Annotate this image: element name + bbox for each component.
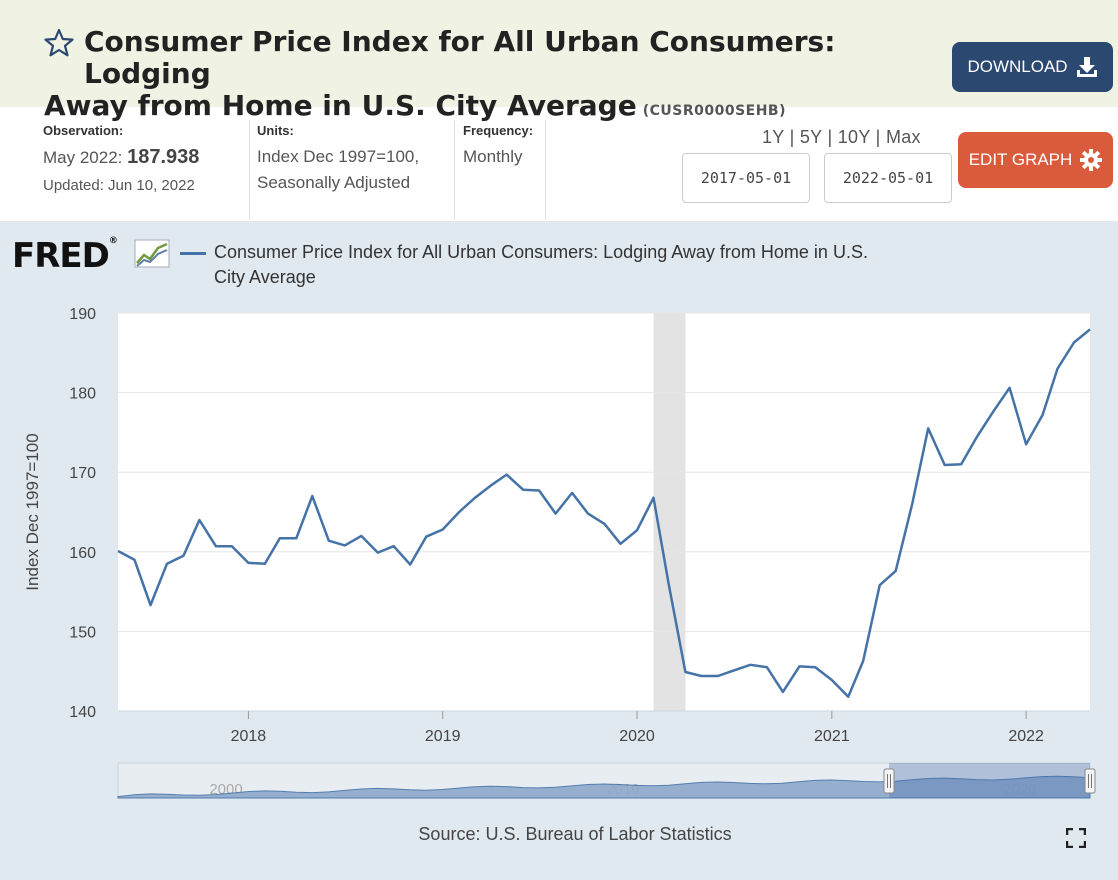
y-tick-label: 170 xyxy=(69,465,96,482)
units-line-1: Index Dec 1997=100, xyxy=(257,147,420,166)
units-label: Units: xyxy=(257,123,294,138)
end-date-input[interactable]: 2022-05-01 xyxy=(824,153,952,203)
y-tick-label: 160 xyxy=(69,545,96,562)
units-line-2: Seasonally Adjusted xyxy=(257,173,411,192)
frequency-block: Frequency: Monthly xyxy=(463,122,533,170)
divider xyxy=(545,120,546,220)
navigator-handle[interactable] xyxy=(1084,768,1096,794)
observation-block: Observation: May 2022: 187.938 Updated: … xyxy=(43,122,199,199)
divider xyxy=(249,120,250,220)
y-tick-label: 190 xyxy=(69,306,96,323)
title-line-1: Consumer Price Index for All Urban Consu… xyxy=(84,25,836,90)
fullscreen-icon[interactable] xyxy=(1066,828,1086,848)
gear-icon xyxy=(1080,149,1103,171)
download-button[interactable]: DOWNLOAD xyxy=(952,42,1113,92)
range-max[interactable]: Max xyxy=(885,127,921,147)
y-tick-label: 150 xyxy=(69,624,96,641)
x-tick-label: 2020 xyxy=(619,728,655,745)
source-note: Source: U.S. Bureau of Labor Statistics xyxy=(418,824,732,844)
y-axis-title: Index Dec 1997=100 xyxy=(23,433,42,590)
legend-label[interactable]: Consumer Price Index for All Urban Consu… xyxy=(214,240,914,290)
download-label: DOWNLOAD xyxy=(967,57,1068,76)
observation-label: Observation: xyxy=(43,123,124,138)
navigator-area xyxy=(117,775,1091,799)
range-links: 1Y | 5Y | 10Y | Max xyxy=(762,127,921,147)
navigator-handle[interactable] xyxy=(883,768,895,794)
x-tick-label: 2018 xyxy=(231,728,267,745)
series-id: (CUSR0000SEHB) xyxy=(642,103,787,119)
series-line xyxy=(117,328,1091,698)
plot-area xyxy=(118,313,1090,711)
title-line-2: Away from Home in U.S. City Average xyxy=(44,89,637,122)
units-block: Units: Index Dec 1997=100, Seasonally Ad… xyxy=(257,122,419,196)
header-bar xyxy=(0,0,1118,107)
divider xyxy=(454,120,455,220)
observation-value: 187.938 xyxy=(127,146,200,168)
x-tick-label: 2022 xyxy=(1008,728,1044,745)
edit-graph-label: EDIT GRAPH xyxy=(968,150,1073,169)
fred-logo: FRED® xyxy=(12,236,118,276)
x-tick-label: 2019 xyxy=(425,728,461,745)
edit-graph-button[interactable]: EDIT GRAPH xyxy=(958,132,1113,188)
y-tick-label: 140 xyxy=(69,704,96,721)
start-date-input[interactable]: 2017-05-01 xyxy=(682,153,810,203)
frequency-value: Monthly xyxy=(463,147,523,166)
x-tick-label: 2021 xyxy=(814,728,850,745)
range-5y[interactable]: 5Y xyxy=(799,127,823,147)
line-chart[interactable]: 140 150 160 170 180 190 2018 2019 2020 2021 2022 In… xyxy=(0,221,1118,821)
range-10y[interactable]: 10Y xyxy=(837,127,871,147)
fred-logo-text: FRED xyxy=(12,236,110,276)
favorite-star-icon[interactable] xyxy=(44,28,74,58)
frequency-label: Frequency: xyxy=(463,123,534,138)
y-tick-label: 180 xyxy=(69,386,96,403)
observation-date: May 2022: xyxy=(43,148,123,167)
legend-line-1: Consumer Price Index for All Urban Consu… xyxy=(214,242,868,262)
legend-line-2: City Average xyxy=(214,267,316,287)
fred-chart-icon xyxy=(134,239,170,268)
legend-swatch xyxy=(180,252,206,255)
page-title: Consumer Price Index for All Urban Consu… xyxy=(44,26,944,127)
navigator-selection xyxy=(889,763,1090,798)
range-1y[interactable]: 1Y xyxy=(762,127,785,147)
updated-date: Updated: Jun 10, 2022 xyxy=(43,177,195,194)
download-icon xyxy=(1076,57,1097,77)
